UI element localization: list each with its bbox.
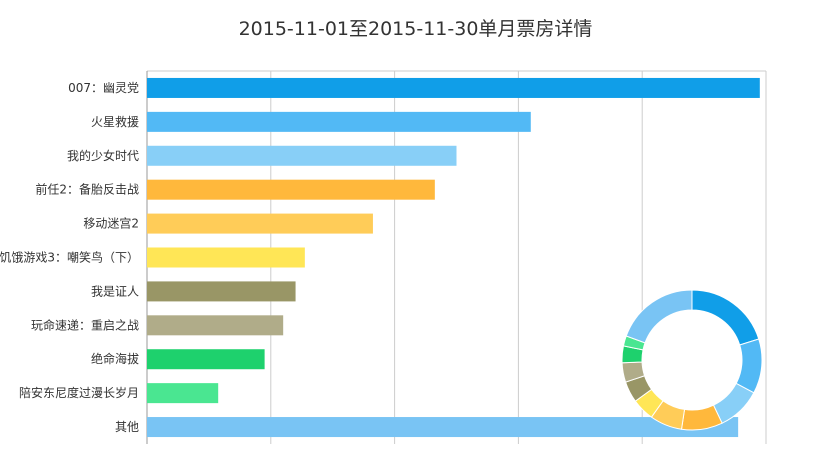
- bar[interactable]: [147, 417, 739, 438]
- category-label: 绝命海拔: [91, 351, 139, 366]
- category-label: 前任2：备胎反击战: [35, 182, 139, 197]
- chart-title: 2015-11-01至2015-11-30单月票房详情: [238, 18, 593, 40]
- bar[interactable]: [147, 179, 435, 200]
- bar[interactable]: [147, 383, 219, 404]
- bar[interactable]: [147, 77, 760, 98]
- bar[interactable]: [147, 315, 284, 336]
- category-label: 饥饿游戏3：嘲笑鸟（下）: [0, 250, 139, 265]
- category-label: 陪安东尼度过漫长岁月: [19, 385, 139, 400]
- category-label: 我的少女时代: [67, 148, 139, 163]
- donut-slice[interactable]: [625, 289, 693, 344]
- donut-chart: [621, 289, 763, 431]
- bar[interactable]: [147, 281, 296, 302]
- bar[interactable]: [147, 247, 305, 268]
- category-label: 007：幽灵党: [68, 80, 139, 95]
- bar[interactable]: [147, 145, 457, 166]
- donut-hole: [642, 310, 742, 410]
- bar[interactable]: [147, 111, 531, 132]
- category-label: 移动迷宫2: [83, 216, 139, 231]
- category-label: 其他: [115, 420, 139, 434]
- category-label: 玩命速递：重启之战: [31, 317, 139, 332]
- category-label: 我是证人: [91, 284, 139, 298]
- category-label: 火星救援: [91, 114, 139, 129]
- bar[interactable]: [147, 349, 265, 370]
- bar[interactable]: [147, 213, 373, 234]
- bar-series: [147, 77, 760, 438]
